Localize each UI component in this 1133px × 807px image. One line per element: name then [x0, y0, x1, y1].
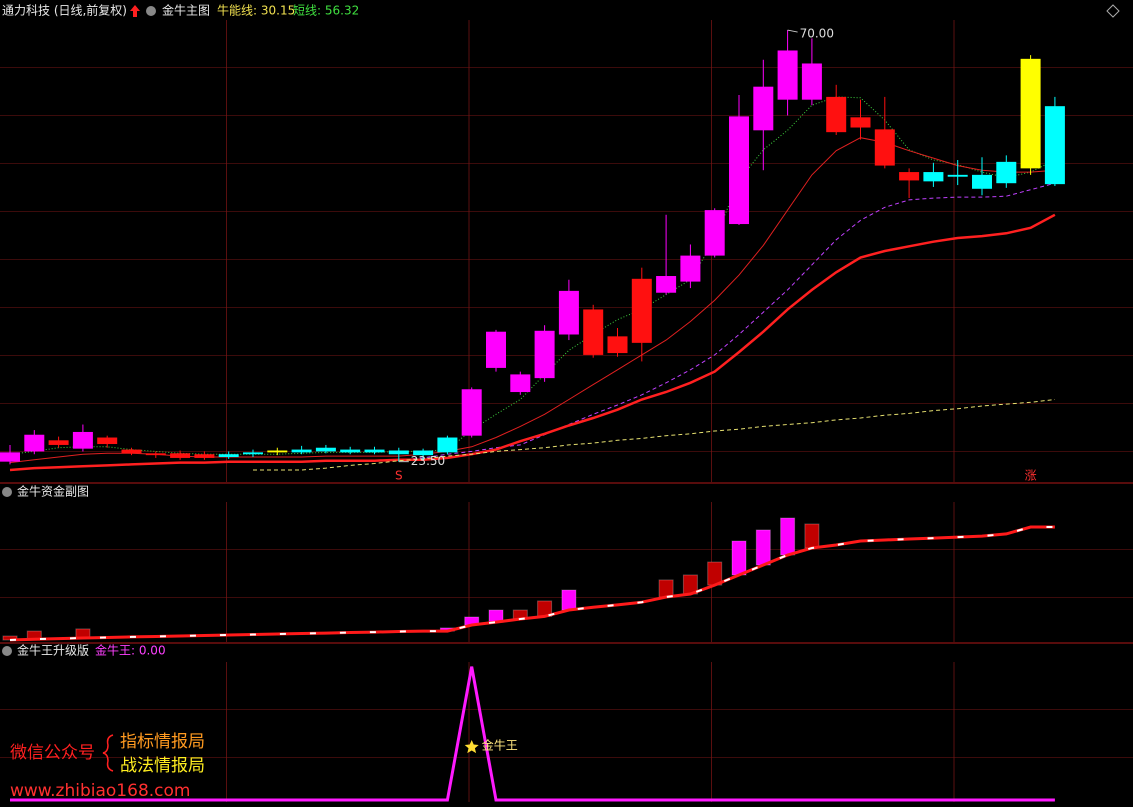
watermark-text: 战法情报局: [120, 756, 205, 776]
point-label: 金牛王: [482, 738, 518, 753]
signal-line: [10, 666, 1055, 802]
candle-body: [0, 452, 20, 462]
candle-body: [631, 278, 652, 343]
fund-line: [9, 525, 1055, 642]
candle-body: [340, 449, 361, 453]
candle-body: [972, 174, 992, 189]
watermark-text: 微信公众号: [10, 743, 95, 763]
bar: [731, 540, 747, 576]
candle-body: [777, 50, 798, 100]
candle-body: [121, 449, 142, 454]
brace: [102, 734, 114, 772]
candle-body: [48, 440, 69, 445]
candle-body: [97, 437, 118, 445]
candle-body: [218, 454, 239, 458]
candle-body: [704, 210, 725, 256]
legend-entry: 短线: 56.32: [293, 4, 359, 18]
candle-body: [1044, 106, 1065, 185]
candle-body: [996, 161, 1017, 184]
candle-body: [874, 129, 895, 166]
candle-body: [413, 450, 434, 456]
candle-body: [194, 454, 215, 458]
candle-body: [656, 276, 677, 293]
star-icon: [464, 740, 479, 754]
watermark-url: www.zhibiao168.com: [10, 781, 190, 801]
annotation-pointer: [787, 29, 798, 33]
candle-body: [437, 437, 458, 453]
ma-line: [9, 213, 1056, 472]
stock-name: 通力科技 (日线,前复权): [2, 3, 127, 18]
ma-line: [398, 182, 1056, 461]
collapse-icon: [2, 487, 12, 497]
candle-body: [680, 255, 701, 282]
bar: [804, 523, 820, 549]
annotation-label: 70.00: [800, 27, 834, 41]
candle-body: [145, 453, 166, 456]
candle-body: [607, 336, 628, 354]
panel-title: 金牛王升级版: [17, 643, 89, 658]
collapse-icon: [2, 646, 12, 656]
candle-body: [1020, 58, 1041, 169]
panel-title: 金牛资金副图: [17, 484, 89, 499]
candle-body: [24, 434, 45, 452]
candle-body: [510, 374, 531, 393]
candle-body: [534, 330, 555, 379]
candle-body: [801, 63, 822, 100]
candle-body: [364, 449, 385, 453]
candle-body: [315, 447, 336, 452]
candle-body: [243, 452, 263, 455]
annotation-label: 23.50: [411, 454, 445, 468]
bar: [780, 517, 796, 556]
candle-body: [558, 290, 579, 335]
up-arrow-icon: [130, 5, 140, 17]
signal-label: 涨: [1025, 468, 1037, 483]
candle-body: [729, 116, 749, 225]
bar: [561, 589, 577, 611]
candle-body: [947, 174, 968, 177]
fund-line-highlight: [9, 526, 1055, 641]
candle-body: [486, 331, 506, 368]
diamond-icon[interactable]: [1106, 4, 1120, 18]
ma-line: [9, 96, 1056, 455]
candle-body: [72, 431, 93, 449]
candle-body: [583, 309, 604, 355]
grid-background: [0, 502, 1133, 642]
candle-body: [826, 96, 847, 133]
candle-body: [170, 453, 191, 458]
bar: [2, 635, 18, 641]
signal-label: S: [395, 469, 403, 483]
watermark-text: 指标情报局: [120, 732, 205, 752]
candle-body: [388, 450, 409, 455]
candle-body: [923, 172, 944, 182]
candle-body: [899, 172, 920, 181]
candle-body: [850, 117, 871, 128]
candle-body: [267, 450, 288, 453]
candle-body: [291, 449, 312, 453]
bar: [755, 529, 771, 566]
bar: [658, 579, 674, 598]
panel-title: 金牛主图: [162, 3, 210, 18]
candle-body: [753, 86, 774, 131]
grid-background: [0, 662, 1133, 802]
candle-body: [461, 389, 482, 436]
legend-entry: 牛能线: 30.15: [217, 3, 295, 18]
ma-line: [253, 399, 1055, 471]
grid-background: [0, 20, 1133, 482]
legend-entry: 金牛王: 0.00: [95, 643, 166, 658]
collapse-icon: [146, 6, 156, 16]
